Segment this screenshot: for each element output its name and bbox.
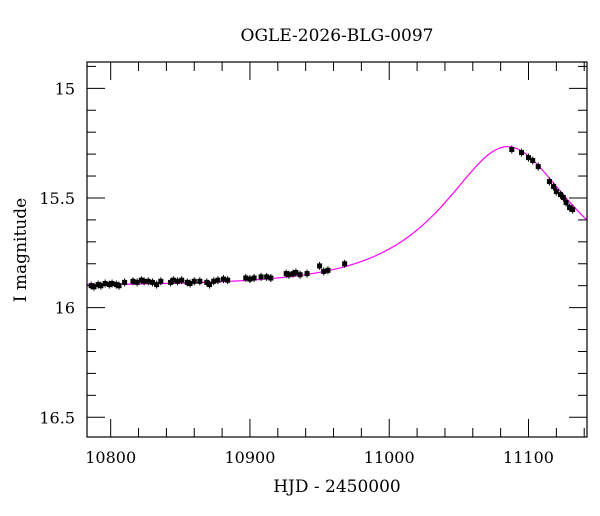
data-point (551, 184, 557, 190)
data-point (526, 155, 532, 161)
plot-frame (86, 61, 588, 438)
data-point (560, 195, 566, 201)
data-point (149, 279, 155, 285)
data-point (141, 278, 147, 284)
data-point (88, 283, 94, 289)
data-point (106, 282, 112, 288)
data-point (187, 280, 193, 286)
data-point (286, 272, 292, 278)
data-point (145, 278, 151, 284)
data-point (325, 267, 331, 273)
data-point (215, 277, 221, 283)
x-tick-label: 10800 (85, 448, 136, 467)
data-point (509, 147, 515, 152)
tick-labels: 10800 10900 11000 11100 15 15.5 16 16.5 (39, 79, 554, 467)
data-point (207, 282, 213, 288)
data-point (220, 276, 226, 282)
x-tick-label: 11000 (364, 448, 415, 467)
data-point (258, 274, 264, 280)
data-point (290, 271, 296, 277)
data-point (530, 157, 536, 163)
y-tick-label: 16 (55, 299, 75, 318)
data-point (535, 164, 541, 170)
data-points (88, 145, 576, 291)
data-point (251, 275, 257, 281)
data-point (567, 205, 573, 211)
data-point (158, 278, 164, 284)
data-point (138, 277, 144, 283)
data-point (297, 272, 303, 278)
y-tick-label: 16.5 (39, 408, 75, 427)
data-point (553, 189, 559, 195)
data-point (98, 283, 104, 289)
data-point (243, 275, 249, 281)
data-point (304, 271, 310, 277)
data-point (570, 207, 576, 213)
data-point (563, 200, 569, 206)
data-point (321, 268, 327, 274)
data-point (154, 282, 160, 288)
y-axis-label: I magnitude (11, 198, 31, 302)
data-point (91, 284, 97, 290)
data-point (546, 179, 552, 185)
data-point (342, 261, 348, 267)
data-point (116, 283, 122, 289)
data-point (204, 279, 210, 285)
data-point (558, 192, 564, 198)
data-point (175, 278, 181, 284)
data-point (134, 279, 140, 285)
data-point (184, 279, 190, 285)
data-point (113, 282, 119, 288)
data-point (122, 279, 128, 285)
data-point (317, 263, 323, 269)
data-point (264, 274, 270, 280)
x-axis-label: HJD - 2450000 (273, 477, 401, 497)
data-point (179, 277, 185, 283)
y-tick-label: 15.5 (39, 189, 75, 208)
model-curve (87, 146, 588, 286)
x-tick-label: 11100 (503, 448, 554, 467)
data-point (95, 282, 101, 288)
y-tick-label: 15 (55, 79, 75, 98)
chart-title: OGLE-2026-BLG-0097 (241, 26, 434, 46)
data-point (102, 280, 108, 286)
data-point (268, 275, 274, 281)
data-point (170, 277, 176, 283)
data-point (109, 280, 115, 286)
axis-ticks (87, 62, 587, 437)
data-point (283, 271, 289, 277)
data-point (519, 150, 525, 156)
x-tick-label: 10900 (224, 448, 275, 467)
data-point (168, 279, 174, 285)
data-point (211, 278, 217, 284)
data-point (293, 270, 299, 276)
data-point (130, 278, 136, 284)
data-point (197, 278, 203, 284)
data-point (225, 277, 231, 283)
data-point (247, 276, 253, 282)
data-point (191, 278, 197, 284)
